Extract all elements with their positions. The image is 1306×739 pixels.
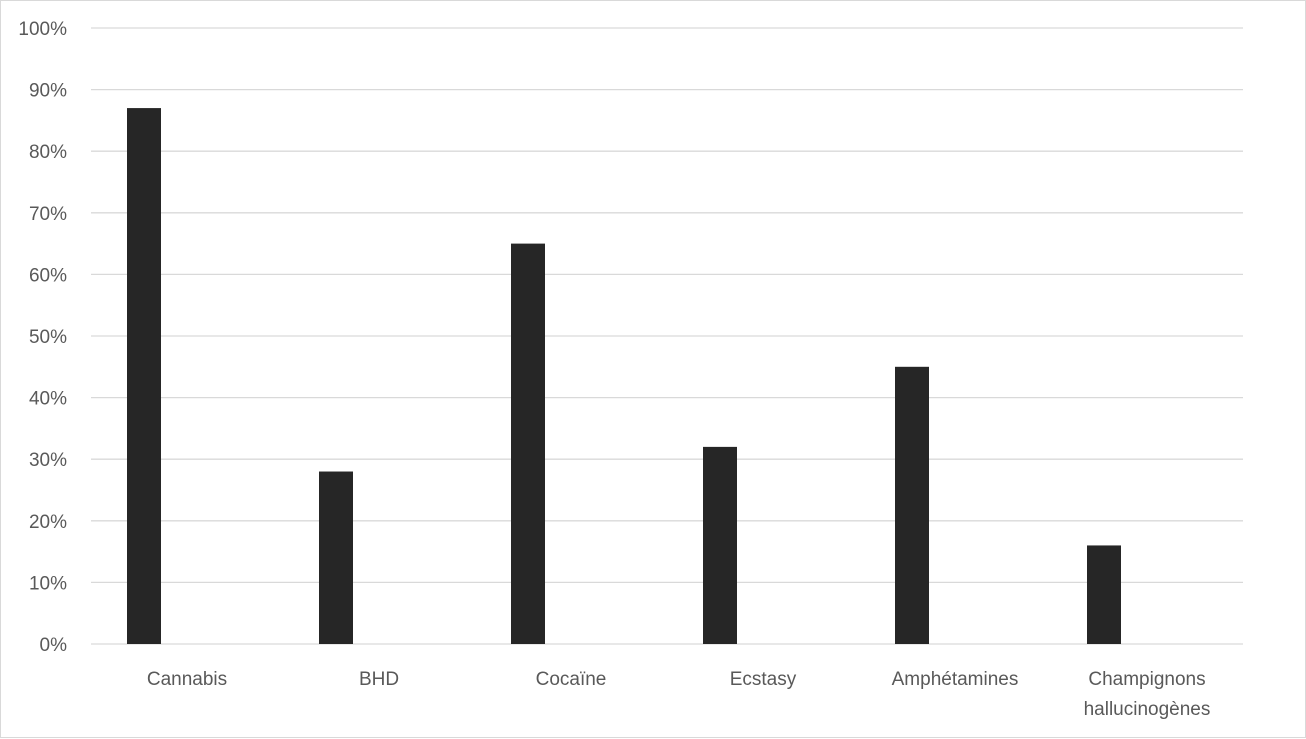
y-tick-label: 90% [29, 81, 67, 102]
y-tick-label: 40% [29, 389, 67, 410]
y-tick-label: 80% [29, 142, 67, 163]
y-tick-label: 0% [40, 635, 68, 656]
y-tick-label: 100% [18, 19, 67, 40]
y-tick-label: 60% [29, 265, 67, 286]
bar [1087, 545, 1121, 644]
category-label: Champignons [1088, 669, 1205, 690]
bar [127, 108, 161, 644]
y-tick-label: 30% [29, 450, 67, 471]
category-label: Amphétamines [892, 669, 1019, 690]
category-label: Cannabis [147, 669, 227, 690]
y-tick-label: 50% [29, 327, 67, 348]
y-tick-label: 20% [29, 512, 67, 533]
category-label: BHD [359, 669, 399, 690]
bar [895, 366, 929, 644]
bar [703, 446, 737, 644]
bar [319, 471, 353, 644]
category-label: hallucinogènes [1084, 699, 1211, 720]
y-tick-label: 10% [29, 573, 67, 594]
bar [511, 243, 545, 644]
y-tick-label: 70% [29, 204, 67, 225]
category-label: Cocaïne [536, 669, 607, 690]
category-label: Ecstasy [730, 669, 797, 690]
